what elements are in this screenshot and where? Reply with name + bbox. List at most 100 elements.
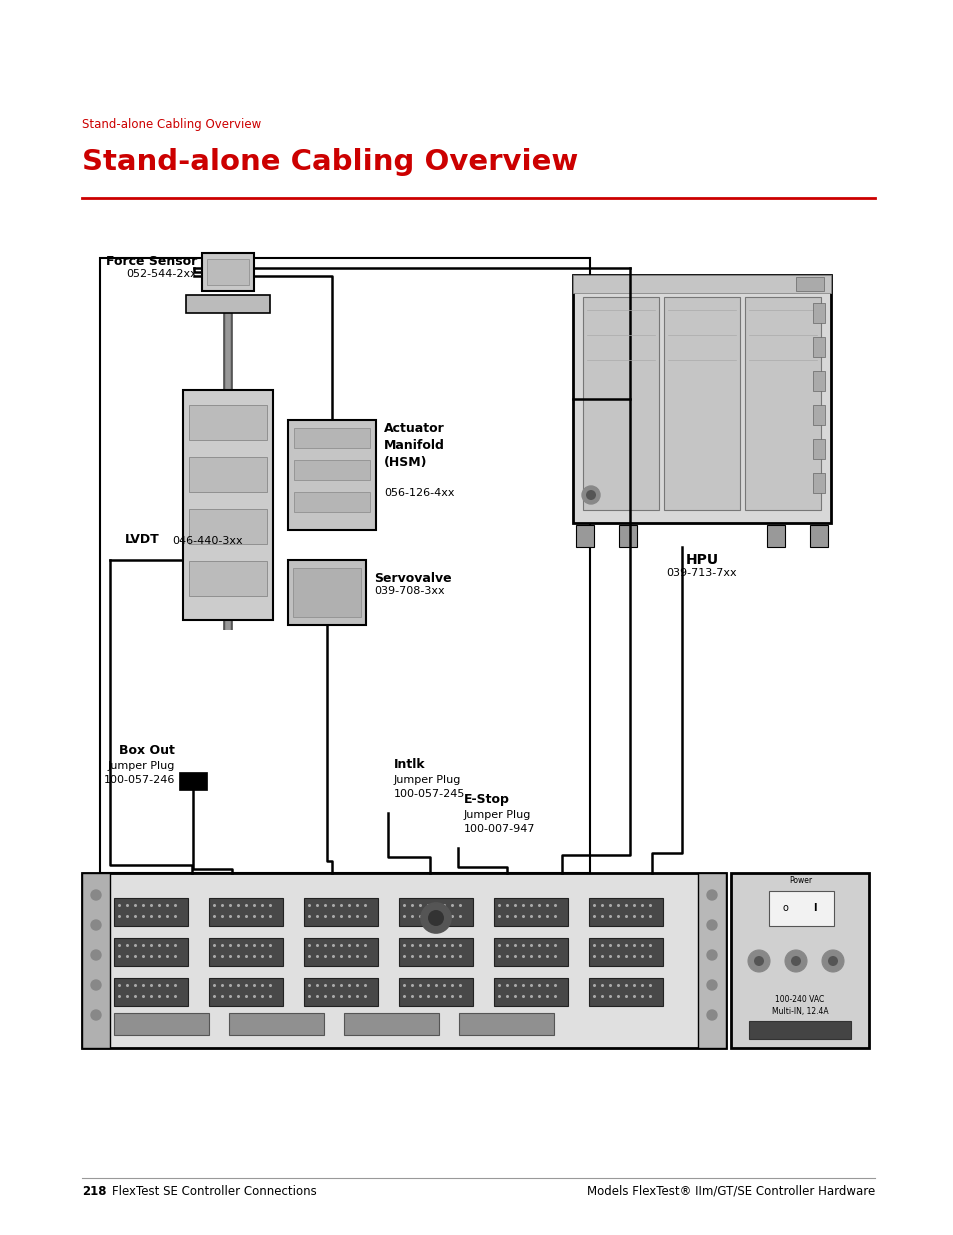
Circle shape xyxy=(581,487,599,504)
Bar xyxy=(294,459,370,480)
Bar xyxy=(189,405,267,440)
Bar xyxy=(588,978,662,1007)
Bar xyxy=(82,873,110,1049)
Text: 100-240 VAC
Multi-IN, 12.4A: 100-240 VAC Multi-IN, 12.4A xyxy=(771,995,827,1016)
Bar xyxy=(288,559,366,625)
Text: Actuator
Manifold
(HSM): Actuator Manifold (HSM) xyxy=(384,422,444,469)
Text: 039-708-3xx: 039-708-3xx xyxy=(374,585,444,597)
Text: 039-713-7xx: 039-713-7xx xyxy=(666,568,737,578)
Bar xyxy=(809,525,827,547)
Bar xyxy=(207,259,249,285)
Bar xyxy=(812,438,824,459)
Text: FlexTest SE Controller Connections: FlexTest SE Controller Connections xyxy=(112,1186,316,1198)
Bar xyxy=(288,420,375,530)
Text: E-Stop: E-Stop xyxy=(463,793,509,806)
Circle shape xyxy=(821,950,843,972)
Circle shape xyxy=(91,950,101,960)
Bar xyxy=(113,898,188,926)
Text: 052-544-2xx: 052-544-2xx xyxy=(126,269,196,279)
Circle shape xyxy=(753,956,763,966)
Bar xyxy=(229,1013,324,1035)
Bar xyxy=(748,1021,850,1039)
Bar xyxy=(304,898,377,926)
Circle shape xyxy=(706,890,717,900)
Circle shape xyxy=(91,890,101,900)
Circle shape xyxy=(747,950,769,972)
Bar xyxy=(494,898,567,926)
Bar xyxy=(744,296,821,510)
Text: Power: Power xyxy=(789,876,812,885)
Bar xyxy=(795,277,823,291)
Text: HPU: HPU xyxy=(684,553,718,567)
Bar xyxy=(294,429,370,448)
Circle shape xyxy=(706,920,717,930)
Circle shape xyxy=(706,950,717,960)
Bar xyxy=(293,568,360,618)
Bar xyxy=(398,939,473,966)
Bar xyxy=(186,295,270,312)
Bar xyxy=(618,525,637,547)
Bar xyxy=(768,890,833,926)
Bar xyxy=(573,275,830,522)
Bar xyxy=(209,939,283,966)
Text: Models FlexTest® IIm/GT/SE Controller Hardware: Models FlexTest® IIm/GT/SE Controller Ha… xyxy=(586,1186,874,1198)
Text: Stand-alone Cabling Overview: Stand-alone Cabling Overview xyxy=(82,119,261,131)
Circle shape xyxy=(790,956,801,966)
Bar xyxy=(82,873,725,1049)
Bar xyxy=(494,939,567,966)
Bar xyxy=(113,1013,209,1035)
Circle shape xyxy=(420,903,451,932)
Text: 056-126-4xx: 056-126-4xx xyxy=(384,488,454,498)
Text: Jumper Plug: Jumper Plug xyxy=(463,810,531,820)
Circle shape xyxy=(706,981,717,990)
Bar xyxy=(812,405,824,425)
Bar xyxy=(113,978,188,1007)
Bar xyxy=(304,939,377,966)
Text: Jumper Plug: Jumper Plug xyxy=(394,776,461,785)
Bar xyxy=(730,873,868,1049)
Bar xyxy=(812,303,824,324)
Bar xyxy=(113,939,188,966)
Bar xyxy=(189,509,267,543)
Bar xyxy=(189,457,267,492)
Text: Servovalve: Servovalve xyxy=(374,572,451,585)
Bar xyxy=(588,898,662,926)
Bar xyxy=(179,772,207,790)
Text: Intlk: Intlk xyxy=(394,758,425,771)
Bar xyxy=(576,525,594,547)
Bar xyxy=(812,473,824,493)
Circle shape xyxy=(91,920,101,930)
Text: 218: 218 xyxy=(82,1186,107,1198)
Bar xyxy=(458,1013,554,1035)
Bar xyxy=(100,258,589,873)
Text: I: I xyxy=(812,903,816,913)
Bar xyxy=(189,561,267,597)
Circle shape xyxy=(784,950,806,972)
Text: 100-007-947: 100-007-947 xyxy=(463,824,535,834)
Text: 046-440-3xx: 046-440-3xx xyxy=(172,536,242,546)
Bar xyxy=(304,978,377,1007)
Bar xyxy=(398,898,473,926)
Bar xyxy=(582,296,659,510)
Text: 100-057-246: 100-057-246 xyxy=(104,776,174,785)
Circle shape xyxy=(585,490,596,500)
Circle shape xyxy=(91,981,101,990)
Circle shape xyxy=(91,1010,101,1020)
Text: Box Out: Box Out xyxy=(119,743,174,757)
Bar xyxy=(183,390,273,620)
Bar xyxy=(812,337,824,357)
Circle shape xyxy=(827,956,837,966)
Circle shape xyxy=(428,910,443,926)
Bar xyxy=(494,978,567,1007)
Text: Stand-alone Cabling Overview: Stand-alone Cabling Overview xyxy=(82,148,578,177)
Bar xyxy=(588,939,662,966)
Bar xyxy=(209,978,283,1007)
Text: o: o xyxy=(781,903,787,913)
Bar xyxy=(698,873,725,1049)
Bar xyxy=(812,370,824,391)
Text: Jumper Plug: Jumper Plug xyxy=(108,761,174,771)
Text: LVDT: LVDT xyxy=(125,534,159,546)
Bar xyxy=(202,253,253,291)
Bar xyxy=(344,1013,438,1035)
Bar xyxy=(766,525,784,547)
